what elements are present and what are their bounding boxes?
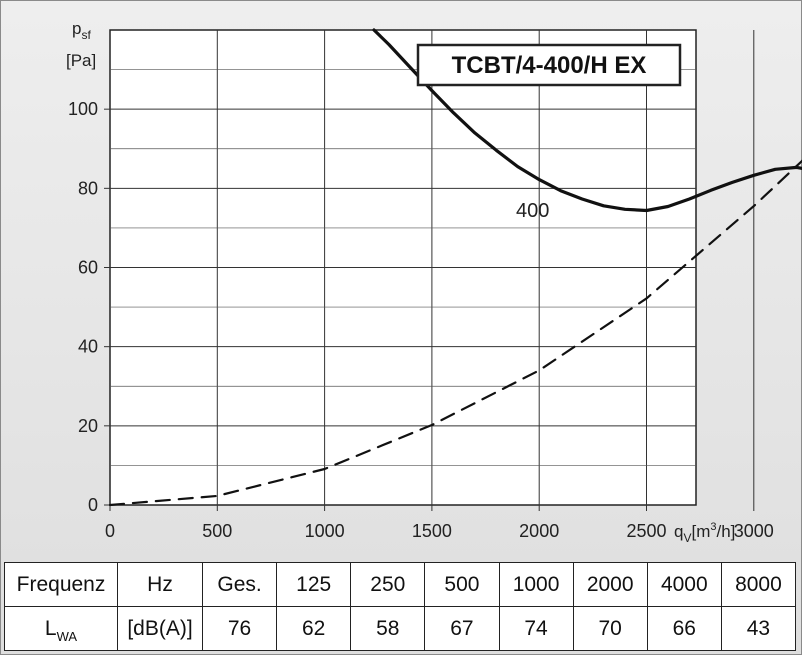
- x-tick-label: 1000: [305, 521, 345, 541]
- table-cell: 74: [498, 606, 574, 651]
- table-row-lwa: LWA [dB(A)] 76 62 58 67 74 70 66 43: [4, 606, 797, 651]
- system-curve-line: [108, 159, 802, 507]
- series-layer: [108, 28, 802, 507]
- table-cell: 125: [276, 562, 352, 607]
- x-tick-label: 2000: [519, 521, 559, 541]
- y-axis-label-sub: sf: [81, 28, 91, 42]
- table-cell: 62: [276, 606, 352, 651]
- x-axis-unit-pre: [m: [691, 522, 710, 541]
- sound-power-table: Frequenz Hz Ges. 125 250 500 1000 2000 4…: [4, 562, 797, 651]
- table-cell: 67: [424, 606, 500, 651]
- table-cell: 2000: [572, 562, 648, 607]
- table-cell: 76: [201, 606, 278, 651]
- y-tick-label: 60: [78, 258, 98, 278]
- table-cell: 66: [646, 606, 722, 651]
- table-cell: 8000: [720, 562, 797, 607]
- x-axis-unit-sup: 3: [710, 521, 716, 533]
- table-cell: Hz: [117, 562, 203, 607]
- table-row-frequency: Frequenz Hz Ges. 125 250 500 1000 2000 4…: [4, 562, 797, 607]
- fan-curve-chart: 0500100015002000250030003500400045005000…: [66, 19, 802, 545]
- x-axis-label-sub: V: [683, 531, 691, 545]
- x-axis-label: qV[m3/h]: [674, 521, 735, 545]
- table-cell: 1000: [498, 562, 574, 607]
- chart-title: TCBT/4-400/H EX: [452, 52, 647, 79]
- y-tick-label: 100: [68, 99, 98, 119]
- x-tick-label: 1500: [412, 521, 452, 541]
- y-axis-label: psf: [72, 19, 91, 42]
- y-tick-label: 80: [78, 178, 98, 198]
- y-tick-label: 20: [78, 416, 98, 436]
- table-cell: 58: [350, 606, 426, 651]
- table-cell: 500: [424, 562, 500, 607]
- table-cell: 43: [720, 606, 797, 651]
- x-tick-label: 500: [202, 521, 232, 541]
- table-cell-lwa: LWA: [4, 606, 118, 651]
- table-cell: [dB(A)]: [117, 606, 203, 651]
- y-axis-unit: [Pa]: [66, 51, 96, 70]
- grid: [104, 30, 755, 511]
- y-tick-label: 0: [88, 495, 98, 515]
- x-axis-label-main: q: [674, 522, 683, 541]
- x-tick-label: 3000: [734, 521, 774, 541]
- x-tick-label: 0: [105, 521, 115, 541]
- y-axis-label-main: p: [72, 19, 81, 38]
- fan-curve-line: [372, 28, 802, 213]
- lwa-main: L: [44, 616, 57, 640]
- table-cell: 4000: [646, 562, 722, 607]
- x-tick-label: 2500: [626, 521, 666, 541]
- table-cell: 250: [350, 562, 426, 607]
- tick-labels: 0500100015002000250030003500400045005000…: [68, 99, 774, 541]
- y-tick-label: 40: [78, 337, 98, 357]
- table-cell: Ges.: [201, 562, 278, 607]
- table-cell: 70: [572, 606, 648, 651]
- title-box: [416, 43, 682, 87]
- lwa-sub: WA: [56, 628, 78, 644]
- x-axis-unit-post: /h]: [717, 522, 736, 541]
- series-label-400: 400: [516, 200, 549, 222]
- table-cell: Frequenz: [4, 562, 118, 607]
